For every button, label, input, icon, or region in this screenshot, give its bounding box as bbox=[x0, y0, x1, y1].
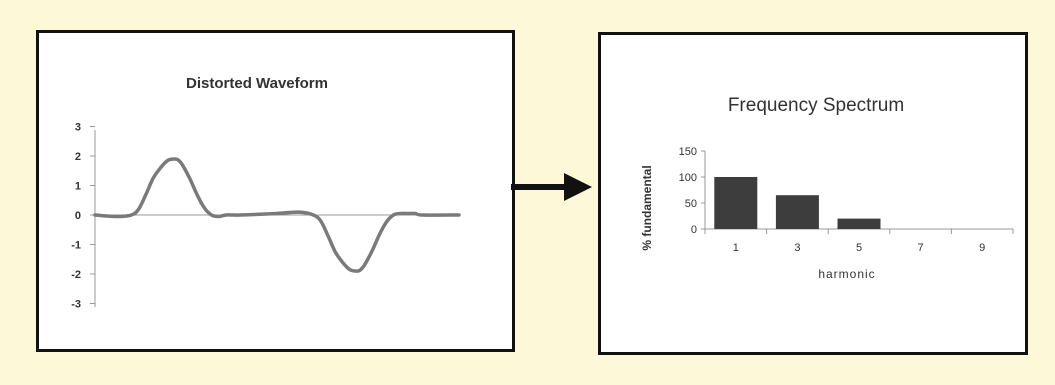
spectrum-y-tick-label: 50 bbox=[685, 198, 697, 210]
waveform-y-tick-label: 0 bbox=[75, 210, 81, 222]
waveform-title: Distorted Waveform bbox=[186, 75, 328, 92]
spectrum-y-tick-label: 150 bbox=[679, 146, 697, 158]
waveform-y-tick-label: -1 bbox=[71, 240, 81, 252]
spectrum-y-tick-label: 0 bbox=[691, 224, 697, 236]
spectrum-x-tick-label: 3 bbox=[794, 242, 800, 254]
waveform-y-tick-label: 3 bbox=[75, 122, 81, 134]
waveform-y-tick-label: 2 bbox=[75, 151, 81, 163]
spectrum-x-tick-label: 7 bbox=[918, 242, 924, 254]
waveform-panel: Distorted Waveform 3 2 1 0 -1 -2 -3 bbox=[36, 30, 515, 352]
spectrum-x-tick-label: 5 bbox=[856, 242, 862, 254]
waveform-y-tick-label: -2 bbox=[71, 269, 81, 281]
spectrum-panel: Frequency Spectrum % fundamental harmoni… bbox=[598, 32, 1028, 355]
waveform-series-line bbox=[93, 157, 461, 273]
spectrum-y-axis-label: % fundamental bbox=[640, 165, 654, 250]
waveform-y-tick-label: -3 bbox=[71, 299, 81, 311]
spectrum-chart: Frequency Spectrum % fundamental harmoni… bbox=[640, 95, 1014, 281]
spectrum-x-tick-label: 1 bbox=[733, 242, 739, 254]
spectrum-title: Frequency Spectrum bbox=[728, 95, 904, 116]
spectrum-y-tick-label: 100 bbox=[679, 172, 697, 184]
spectrum-bar-3 bbox=[775, 195, 819, 229]
waveform-chart: Distorted Waveform 3 2 1 0 -1 -2 -3 bbox=[71, 75, 461, 311]
spectrum-bar-5 bbox=[837, 218, 881, 229]
spectrum-x-axis-label: harmonic bbox=[818, 267, 875, 281]
spectrum-x-tick-label: 9 bbox=[979, 242, 985, 254]
right-arrow-icon bbox=[511, 173, 592, 201]
waveform-y-tick-label: 1 bbox=[75, 181, 81, 193]
spectrum-bar-1 bbox=[714, 177, 758, 229]
